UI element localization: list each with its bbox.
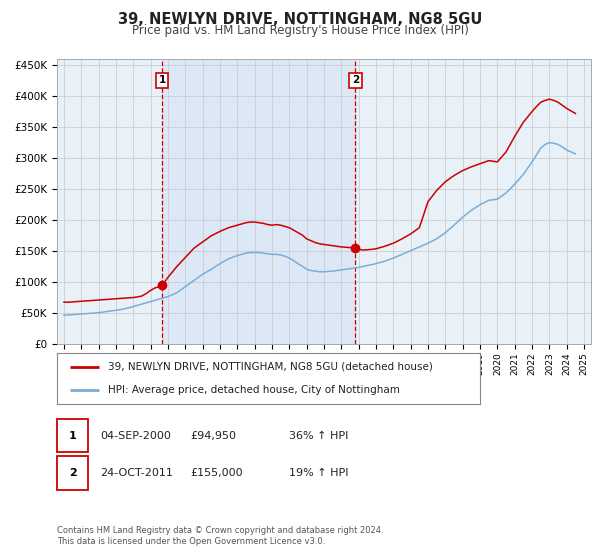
- Text: 36% ↑ HPI: 36% ↑ HPI: [289, 431, 349, 441]
- Text: 2: 2: [352, 75, 359, 85]
- Text: 19% ↑ HPI: 19% ↑ HPI: [289, 468, 349, 478]
- Text: 24-OCT-2011: 24-OCT-2011: [100, 468, 173, 478]
- Text: Price paid vs. HM Land Registry's House Price Index (HPI): Price paid vs. HM Land Registry's House …: [131, 24, 469, 37]
- Text: Contains HM Land Registry data © Crown copyright and database right 2024.
This d: Contains HM Land Registry data © Crown c…: [57, 526, 383, 546]
- Text: HPI: Average price, detached house, City of Nottingham: HPI: Average price, detached house, City…: [108, 385, 400, 395]
- Bar: [162, 59, 355, 344]
- Text: 04-SEP-2000: 04-SEP-2000: [100, 431, 171, 441]
- Text: 1: 1: [69, 431, 76, 441]
- Text: 1: 1: [158, 75, 166, 85]
- Text: 2: 2: [69, 468, 76, 478]
- Text: £155,000: £155,000: [190, 468, 243, 478]
- Text: £94,950: £94,950: [190, 431, 236, 441]
- Text: 39, NEWLYN DRIVE, NOTTINGHAM, NG8 5GU: 39, NEWLYN DRIVE, NOTTINGHAM, NG8 5GU: [118, 12, 482, 27]
- Text: 39, NEWLYN DRIVE, NOTTINGHAM, NG8 5GU (detached house): 39, NEWLYN DRIVE, NOTTINGHAM, NG8 5GU (d…: [108, 362, 433, 372]
